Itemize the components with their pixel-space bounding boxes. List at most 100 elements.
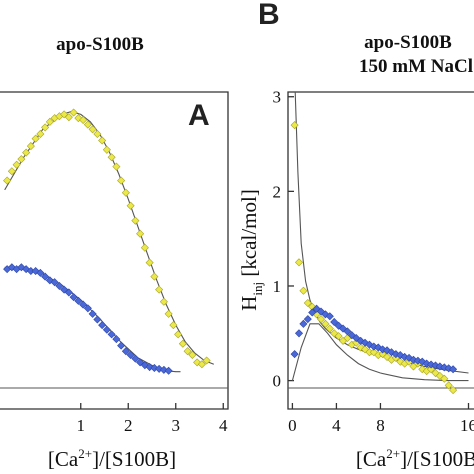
panel-a-x-tick-label: 1	[77, 416, 86, 435]
panel-a-yellow-point	[12, 160, 21, 169]
panel-a-yellow-point	[64, 113, 73, 122]
panel-a-yellow-point	[126, 201, 135, 210]
panel-a-yellow-point	[155, 285, 164, 294]
panel-b-xlabel-part1: [Ca	[356, 447, 387, 471]
panel-b-yellow-point	[334, 332, 343, 341]
panel-b-chart: 0 4 8 16 0 1 2 3 [Ca2+]/[S100B] Hinj [kcal/mol]	[237, 88, 474, 471]
panel-a-yellow-point	[88, 125, 97, 134]
panel-a-x-tick-label: 4	[219, 416, 228, 435]
panel-a-fit-curve	[4, 266, 181, 373]
panel-a-yellow-point	[83, 120, 92, 129]
panel-b-ylabel-part2: [kcal/mol]	[237, 189, 261, 282]
panel-b-yellow-point	[444, 381, 453, 390]
panel-b-yellow-point	[290, 121, 299, 130]
panel-b-yellow-point	[316, 315, 326, 324]
panel-a-yellow-point	[22, 148, 31, 157]
panel-a-blue-point	[117, 341, 126, 350]
panel-b-blue-point	[299, 319, 308, 328]
panel-a-yellow-point	[169, 321, 178, 330]
panel-b-blue-point	[352, 334, 361, 343]
panel-a-yellow-point	[188, 350, 197, 359]
panel-a-yellow-point	[3, 176, 12, 185]
panel-b-blue-point	[449, 365, 458, 374]
panel-b-blue-point	[294, 329, 304, 338]
panel-a-yellow-point	[7, 167, 16, 176]
panel-a-blue-point	[102, 325, 111, 334]
panel-b-yellow-point	[449, 386, 458, 395]
panel-b-fit-curve	[294, 91, 469, 374]
panel-a-blue-point	[112, 335, 121, 344]
panel-a-yellow-point	[140, 243, 149, 252]
panel-a-blue-point	[121, 347, 130, 356]
panel-b-blue-point	[378, 345, 387, 354]
panel-b-blue-point	[422, 359, 431, 368]
panel-a-yellow-point	[31, 134, 40, 143]
panel-a-yellow-point	[69, 108, 78, 117]
panel-a-blue-point	[41, 272, 50, 281]
panel-a-blue-point	[36, 268, 45, 277]
panel-a-xlabel-part2: ]/[S100B]	[92, 447, 176, 471]
panel-a-yellow-point	[36, 129, 45, 138]
panel-a-blue-point	[88, 309, 97, 318]
panel-b-y-tick-label: 1	[273, 277, 282, 296]
panel-a-blue-point	[50, 278, 59, 287]
panel-a-yellow-point	[145, 258, 154, 267]
panel-b-yellow-point	[303, 298, 312, 308]
panel-a-blue-point	[83, 304, 92, 313]
panel-a-blue-point	[126, 350, 135, 359]
panel-b-blue-point	[365, 340, 374, 349]
panel-b-yellow-point	[396, 357, 405, 366]
panel-b-ylabel-part1: H	[237, 296, 261, 311]
panel-b-blue-point	[339, 324, 348, 333]
panel-b-y-tick-label: 2	[273, 182, 282, 201]
panel-b-yellow-point	[427, 365, 436, 374]
panel-a-x-axis-label: [Ca2+]/[S100B]	[48, 446, 176, 471]
panel-b-blue-point	[308, 308, 317, 317]
panel-a-yellow-point	[79, 115, 88, 124]
panel-a-yellow-point	[131, 216, 140, 225]
panel-a-yellow-point	[197, 360, 206, 369]
panel-b-x-tick-label: 8	[376, 416, 385, 435]
panel-a-yellow-point	[121, 188, 130, 197]
panel-a-xlabel-part1: [Ca	[48, 447, 79, 471]
panel-b-x-tick-label: 0	[288, 416, 297, 435]
panel-b-blue-point	[400, 352, 409, 361]
panel-b-x-tick-label: 16	[460, 416, 474, 435]
panel-a-yellow-point	[102, 145, 111, 154]
panel-a-yellow-point	[164, 309, 173, 318]
panel-a-blue-point	[60, 285, 69, 294]
panel-a-yellow-point	[117, 176, 126, 185]
panel-a-blue-point	[64, 288, 73, 297]
panel-b-yellow-point	[325, 324, 334, 333]
panel-a-blue-point	[98, 321, 107, 330]
panel-a-title: apo-S100B	[56, 34, 144, 55]
panel-b-y-tick-label: 0	[273, 372, 282, 391]
panel-b-yellow-point	[321, 319, 330, 328]
panel-b-blue-point	[343, 327, 352, 336]
panel-b-blue-point	[303, 315, 312, 324]
panel-a-blue-point	[55, 281, 64, 290]
panel-b-heading: B	[258, 0, 280, 31]
panel-a-yellow-point	[178, 339, 187, 348]
panel-b-blue-point	[418, 357, 427, 366]
panel-a-blue-point	[93, 315, 102, 324]
panel-b-yellow-point	[440, 374, 449, 383]
panel-a-yellow-point	[98, 136, 107, 145]
panel-a-yellow-point	[107, 153, 116, 162]
panel-a-yellow-point	[17, 155, 26, 164]
panel-a-blue-point	[107, 330, 116, 339]
panel-a-blue-point	[164, 366, 173, 375]
panel-b-yellow-point	[435, 371, 444, 380]
panel-b-y-tick-label: 3	[273, 88, 282, 107]
panel-b-y-axis-label: Hinj [kcal/mol]	[237, 189, 265, 311]
panel-b-title-line2: 150 mM NaCl	[359, 56, 473, 77]
panel-b-blue-point	[312, 304, 321, 313]
panel-b-blue-point	[435, 362, 444, 371]
panel-a-blue-point	[131, 354, 140, 363]
panel-b-x-axis-label: [Ca2+]/[S100B]	[356, 446, 474, 471]
panel-a-yellow-point	[159, 297, 168, 306]
panel-a-yellow-point	[41, 123, 50, 132]
panel-a-yellow-point	[93, 129, 102, 138]
panel-a-yellow-point	[74, 114, 83, 123]
